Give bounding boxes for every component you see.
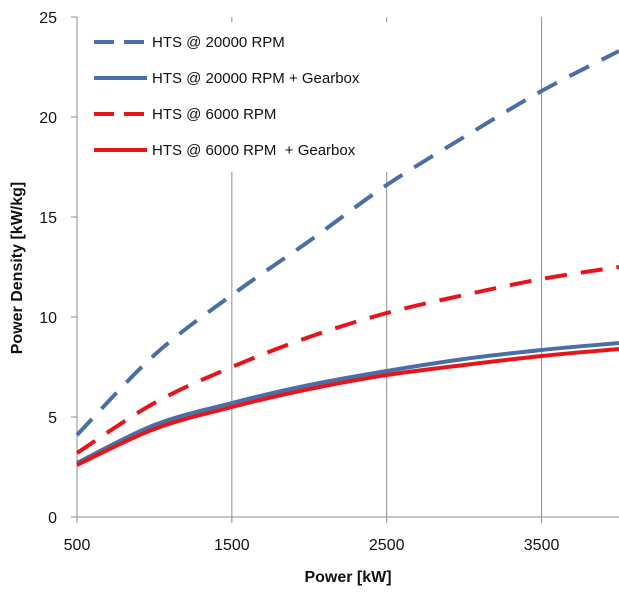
x-tick-label: 2500 (369, 537, 405, 554)
y-tick-label: 5 (48, 410, 57, 427)
legend-background (82, 22, 410, 172)
y-tick-label: 10 (39, 310, 57, 327)
x-tick-label: 3500 (524, 537, 560, 554)
series-line-hts-6000rpm (75, 265, 619, 455)
legend-label-hts-6000rpm-gearbox: HTS @ 6000 RPM + Gearbox (152, 142, 356, 159)
series-line-hts-20000rpm-gearbox (76, 341, 619, 465)
series-line-hts-6000rpm-gearbox (76, 347, 619, 467)
x-tick-label: 500 (64, 537, 91, 554)
series-line-hts-20000rpm (75, 49, 619, 437)
legend: HTS @ 20000 RPM HTS @ 20000 RPM + Gearbox… (82, 22, 410, 172)
legend-label-hts-20000rpm-gearbox: HTS @ 20000 RPM + Gearbox (152, 70, 360, 87)
legend-label-hts-20000rpm: HTS @ 20000 RPM (152, 34, 285, 51)
y-tick-label: 15 (39, 210, 57, 227)
y-axis-title: Power Density [kW/kg] (9, 182, 26, 354)
axes-layer: 0 5 10 15 20 25 500 1500 2500 3500 (39, 10, 619, 554)
series-layer (75, 49, 619, 467)
x-tick-label: 1500 (214, 537, 250, 554)
y-tick-label: 20 (39, 110, 57, 127)
x-axis-title: Power [kW] (304, 569, 391, 586)
y-tick-label: 0 (48, 510, 57, 527)
legend-label-hts-6000rpm: HTS @ 6000 RPM (152, 106, 276, 123)
y-tick-label: 25 (39, 10, 57, 27)
